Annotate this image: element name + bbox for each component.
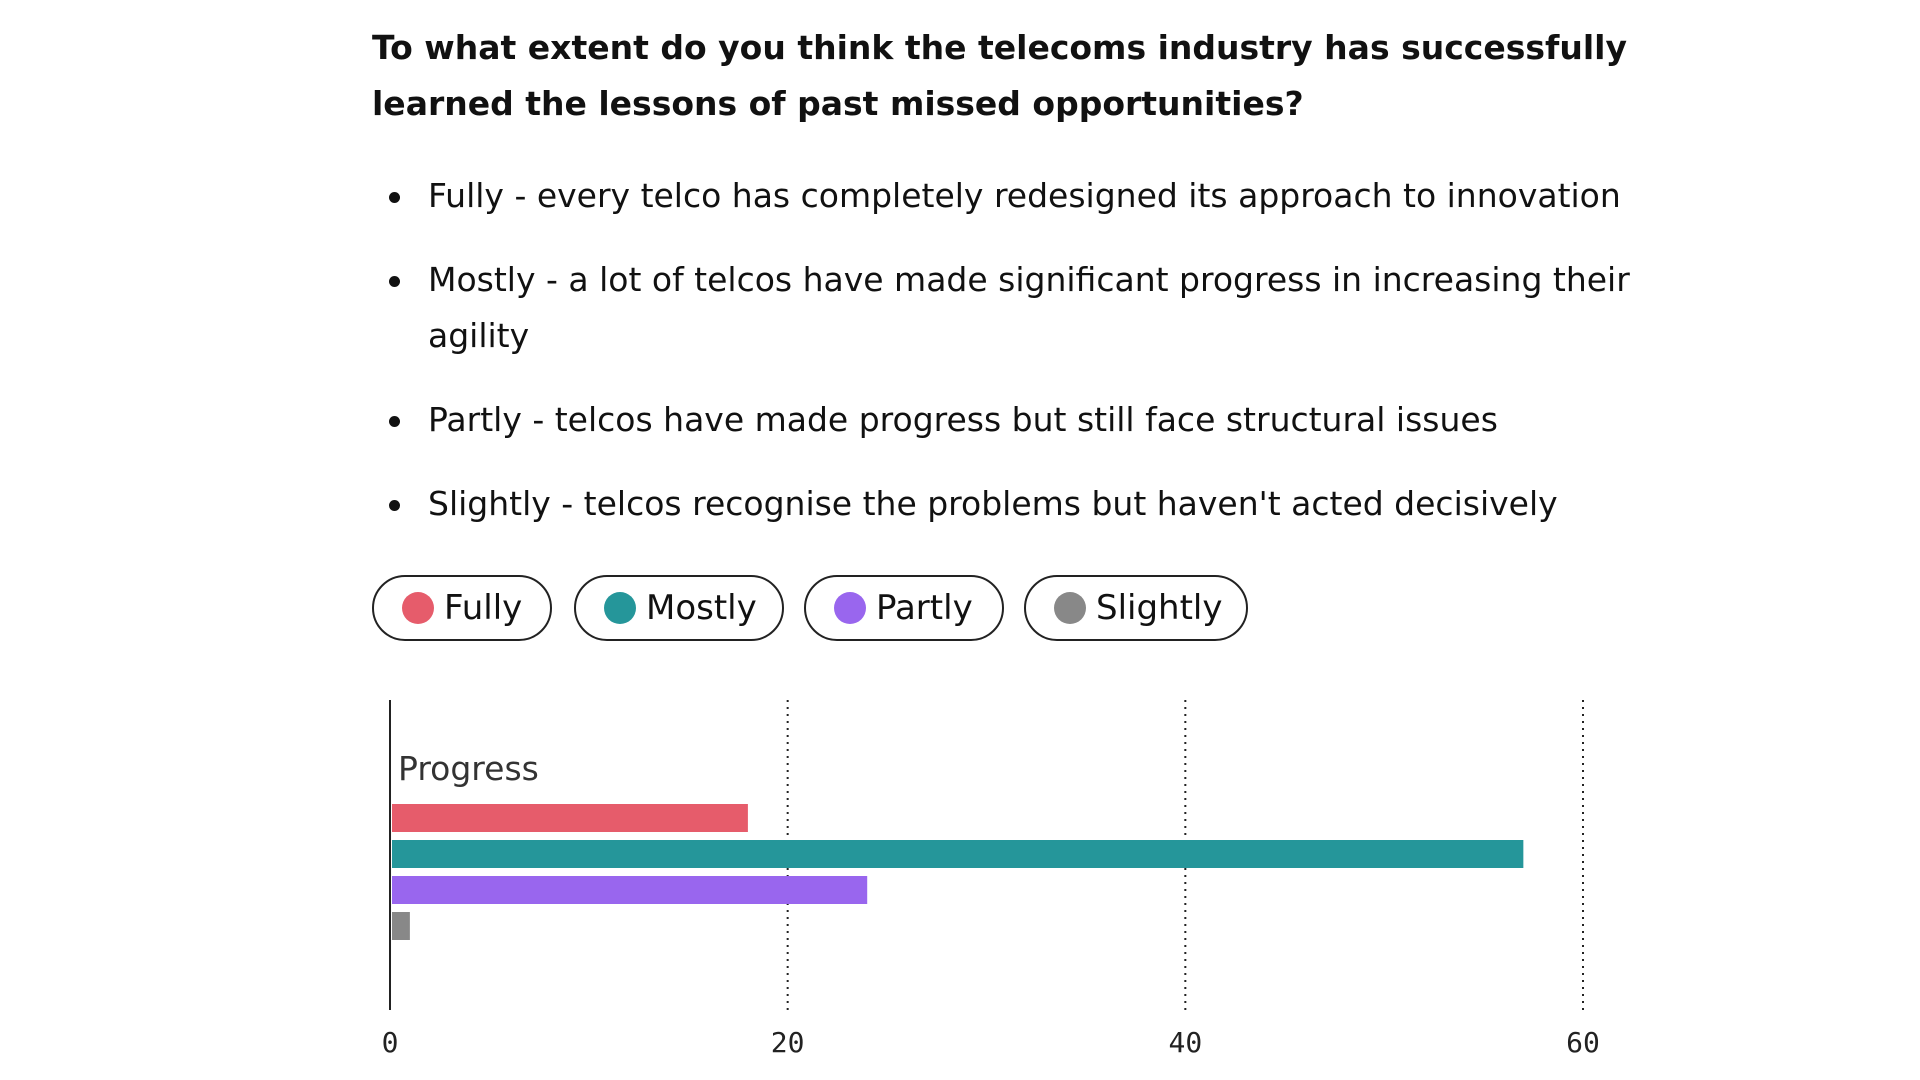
x-tick-label-60: 60 (1566, 1026, 1600, 1059)
x-tick-label-40: 40 (1168, 1026, 1202, 1059)
legend-label-fully: Fully (444, 588, 523, 628)
category-label-progress: Progress (398, 749, 539, 788)
bar-partly (392, 876, 868, 904)
option-partly: Partly - telcos have made progress but s… (372, 392, 1632, 448)
legend-dot-fully (402, 592, 434, 624)
question-title: To what extent do you think the telecoms… (372, 28, 1627, 123)
legend-label-slightly: Slightly (1096, 588, 1223, 628)
legend-label-mostly: Mostly (646, 588, 757, 628)
legend-toggle-partly[interactable]: Partly (804, 575, 1004, 641)
answer-options-list: Fully - every telco has completely redes… (372, 168, 1632, 560)
legend-dot-slightly (1054, 592, 1086, 624)
option-slightly: Slightly - telcos recognise the problems… (372, 476, 1632, 532)
bar-mostly (392, 840, 1524, 868)
x-tick-label-0: 0 (382, 1026, 399, 1059)
legend-dot-mostly (604, 592, 636, 624)
bar-fully (392, 804, 748, 832)
option-fully: Fully - every telco has completely redes… (372, 168, 1632, 224)
bar-slightly (392, 912, 410, 940)
legend-toggle-slightly[interactable]: Slightly (1024, 575, 1248, 641)
x-tick-label-20: 20 (771, 1026, 805, 1059)
option-mostly: Mostly - a lot of telcos have made signi… (372, 252, 1632, 364)
legend-label-partly: Partly (876, 588, 973, 628)
legend-toggle-mostly[interactable]: Mostly (574, 575, 784, 641)
legend-toggle-fully[interactable]: Fully (372, 575, 552, 641)
legend-dot-partly (834, 592, 866, 624)
